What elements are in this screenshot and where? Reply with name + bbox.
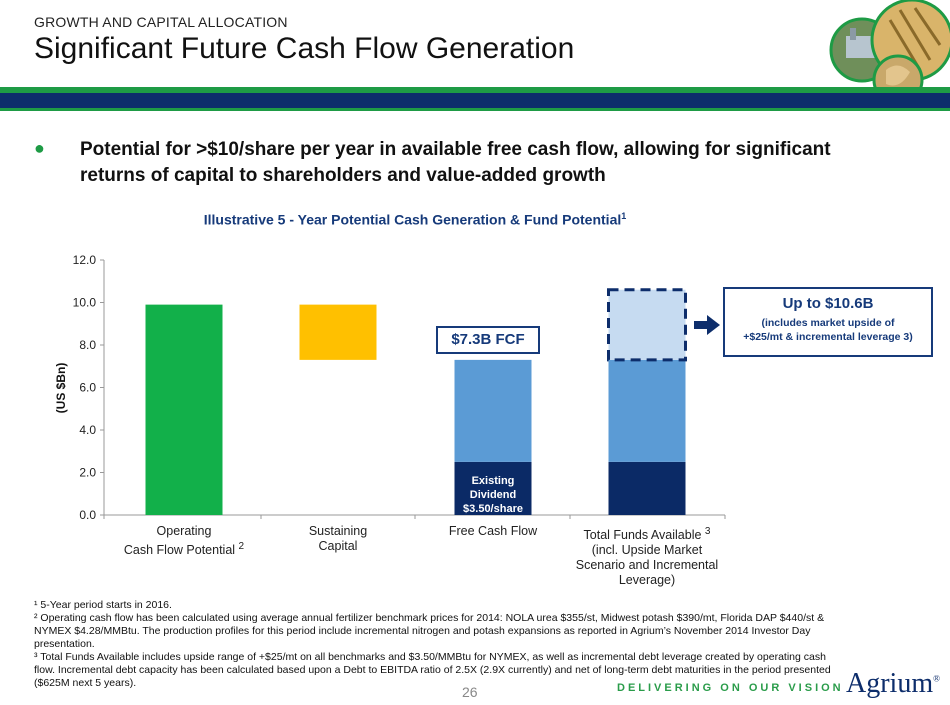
bullet-text: Potential for >$10/share per year in ava… bbox=[80, 139, 831, 186]
y-tick-label: 8.0 bbox=[79, 338, 96, 352]
category-label-total-footnote: 3 bbox=[704, 526, 711, 537]
y-tick-label: 4.0 bbox=[79, 423, 96, 437]
bar-segment-existing-dividend bbox=[608, 461, 686, 515]
page-title: Significant Future Cash Flow Generation bbox=[34, 32, 575, 65]
footnote-3: ³ Total Funds Available includes upside … bbox=[34, 651, 831, 689]
agrium-logo: Agrium® bbox=[846, 668, 940, 700]
footnote-1: ¹ 5-Year period starts in 2016. bbox=[34, 599, 172, 611]
dividend-label-line1: Existing bbox=[471, 475, 515, 487]
header-band-line bbox=[0, 108, 950, 111]
category-label-fcf-line1: Free Cash Flow bbox=[448, 524, 538, 538]
category-label-operating-line2: Cash Flow Potential bbox=[123, 543, 236, 558]
header-band-navy bbox=[0, 93, 950, 108]
category-label-operating: Operating Cash Flow Potential 2 bbox=[106, 524, 262, 558]
bar-segment-sustaining-capital bbox=[299, 304, 377, 360]
chart-title-footnote: 1 bbox=[621, 211, 627, 221]
header-band-green bbox=[0, 87, 950, 93]
upside-callout-line1: (includes market upside of bbox=[761, 317, 895, 329]
category-label-total-line4: Leverage) bbox=[618, 573, 676, 588]
category-label-total: Total Funds Available 3 (incl. Upside Ma… bbox=[562, 524, 732, 588]
dividend-label-line2: Dividend bbox=[469, 489, 517, 501]
category-label-sustaining: Sustaining Capital bbox=[278, 524, 398, 554]
category-label-operating-line1: Operating bbox=[156, 524, 212, 538]
category-label-operating-line2-wrap: Cash Flow Potential 2 bbox=[106, 539, 262, 558]
y-tick-label: 12.0 bbox=[73, 253, 97, 267]
category-label-sustaining-line2: Capital bbox=[318, 539, 358, 553]
y-tick-label: 10.0 bbox=[73, 296, 97, 310]
bar-segment-operating-cash-flow bbox=[145, 304, 223, 515]
bar-segment-free-cash-flow bbox=[454, 359, 532, 462]
category-label-total-line1-wrap: Total Funds Available 3 bbox=[562, 524, 732, 543]
dividend-label: Existing Dividend $3.50/share bbox=[455, 474, 531, 516]
y-axis-label: (US $Bn) bbox=[54, 363, 68, 414]
agrium-logo-text: Agrium bbox=[846, 668, 934, 699]
upside-callout: Up to $10.6B (includes market upside of … bbox=[723, 287, 933, 357]
category-label-total-line2: (incl. Upside Market bbox=[591, 543, 703, 558]
chart-title: Illustrative 5 - Year Potential Cash Gen… bbox=[0, 211, 830, 228]
bullet-icon: ● bbox=[34, 138, 45, 158]
tagline: DELIVERING ON OUR VISION bbox=[617, 682, 844, 694]
bar-segment-upside bbox=[607, 288, 687, 362]
fcf-callout: $7.3B FCF bbox=[436, 326, 540, 354]
category-label-total-line1: Total Funds Available bbox=[583, 528, 702, 543]
dividend-label-line3: $3.50/share bbox=[463, 503, 523, 515]
y-tick-label: 6.0 bbox=[79, 381, 96, 395]
agrium-logo-mark: ® bbox=[933, 673, 940, 684]
upside-callout-line2: +$25/mt & incremental leverage 3) bbox=[743, 331, 913, 343]
footnote-2: ² Operating cash flow has been calculate… bbox=[34, 612, 825, 650]
page-number: 26 bbox=[462, 684, 478, 700]
bar-segment-existing-dividend bbox=[454, 461, 532, 515]
y-tick-label: 0.0 bbox=[79, 508, 96, 522]
chart-title-text: Illustrative 5 - Year Potential Cash Gen… bbox=[203, 211, 622, 228]
y-tick-label: 2.0 bbox=[79, 466, 96, 480]
category-label-fcf: Free Cash Flow bbox=[430, 524, 556, 539]
bar-segment-free-cash-flow bbox=[608, 359, 686, 462]
footnotes: ¹ 5-Year period starts in 2016. ² Operat… bbox=[34, 599, 834, 690]
section-label: GROWTH AND CAPITAL ALLOCATION bbox=[34, 14, 288, 30]
upside-callout-title: Up to $10.6B bbox=[782, 295, 874, 312]
arrow-right-icon bbox=[694, 315, 720, 335]
category-label-sustaining-line1: Sustaining bbox=[308, 524, 368, 538]
cash-flow-chart: 0.0 2.0 4.0 6.0 8.0 10.0 12.0 (US $Bn) bbox=[54, 253, 726, 522]
category-label-operating-footnote: 2 bbox=[238, 541, 245, 552]
category-label-total-line3: Scenario and Incremental bbox=[575, 558, 719, 573]
